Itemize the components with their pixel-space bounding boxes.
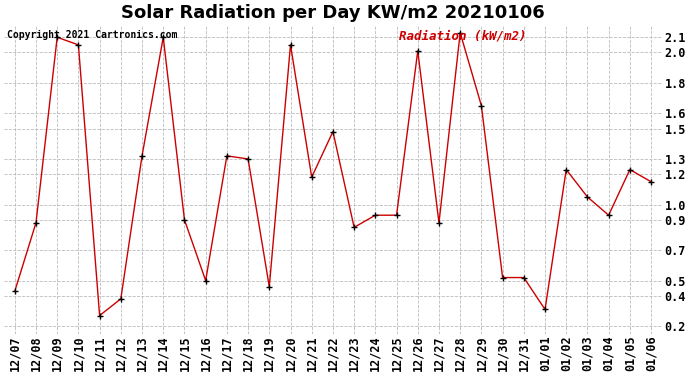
Text: Copyright 2021 Cartronics.com: Copyright 2021 Cartronics.com [8,30,178,40]
Text: Radiation (kW/m2): Radiation (kW/m2) [399,30,526,43]
Title: Solar Radiation per Day KW/m2 20210106: Solar Radiation per Day KW/m2 20210106 [121,4,545,22]
